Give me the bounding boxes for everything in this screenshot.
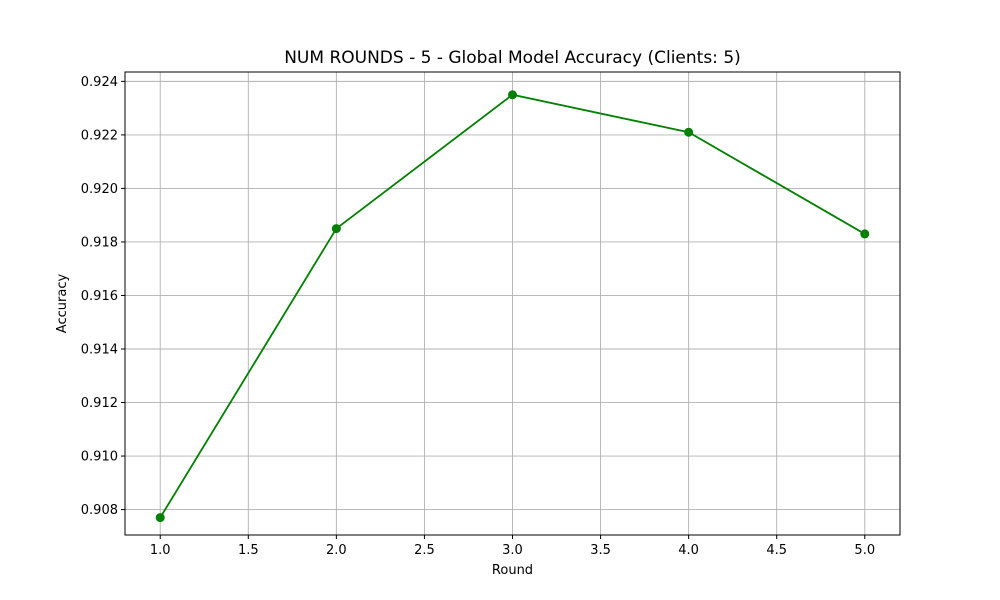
grid	[125, 72, 900, 535]
y-axis-label: Accuracy	[55, 274, 70, 334]
x-tick-label: 3.0	[502, 543, 523, 558]
x-tick-label: 2.5	[414, 543, 435, 558]
x-tick-label: 4.0	[678, 543, 699, 558]
ticks: 1.0 1.5 2.0 2.5 3.0 3.5 4.0 4.5 5.0 0.908 0.910 0.9…	[81, 75, 875, 558]
y-tick-label: 0.912	[81, 396, 118, 411]
data-point	[331, 224, 341, 234]
data-point	[684, 127, 694, 137]
x-tick-label: 2.0	[326, 543, 347, 558]
x-axis-label: Round	[492, 563, 533, 578]
series-layer	[155, 90, 870, 523]
y-tick-label: 0.910	[81, 450, 118, 465]
y-tick-label: 0.908	[81, 503, 118, 518]
x-tick-label: 1.5	[238, 543, 259, 558]
y-tick-label: 0.916	[81, 289, 118, 304]
x-tick-label: 1.0	[150, 543, 171, 558]
y-tick-label: 0.924	[81, 75, 118, 90]
x-tick-label: 4.5	[766, 543, 787, 558]
y-tick-label: 0.922	[81, 128, 118, 143]
x-tick-label: 5.0	[854, 543, 875, 558]
y-tick-label: 0.920	[81, 182, 118, 197]
data-point	[155, 513, 165, 523]
chart-title: NUM ROUNDS - 5 - Global Model Accuracy (…	[284, 48, 741, 68]
y-tick-label: 0.914	[81, 342, 118, 357]
data-point	[860, 229, 870, 239]
y-tick-label: 0.918	[81, 235, 118, 250]
data-point	[508, 90, 517, 100]
x-tick-label: 3.5	[590, 543, 611, 558]
